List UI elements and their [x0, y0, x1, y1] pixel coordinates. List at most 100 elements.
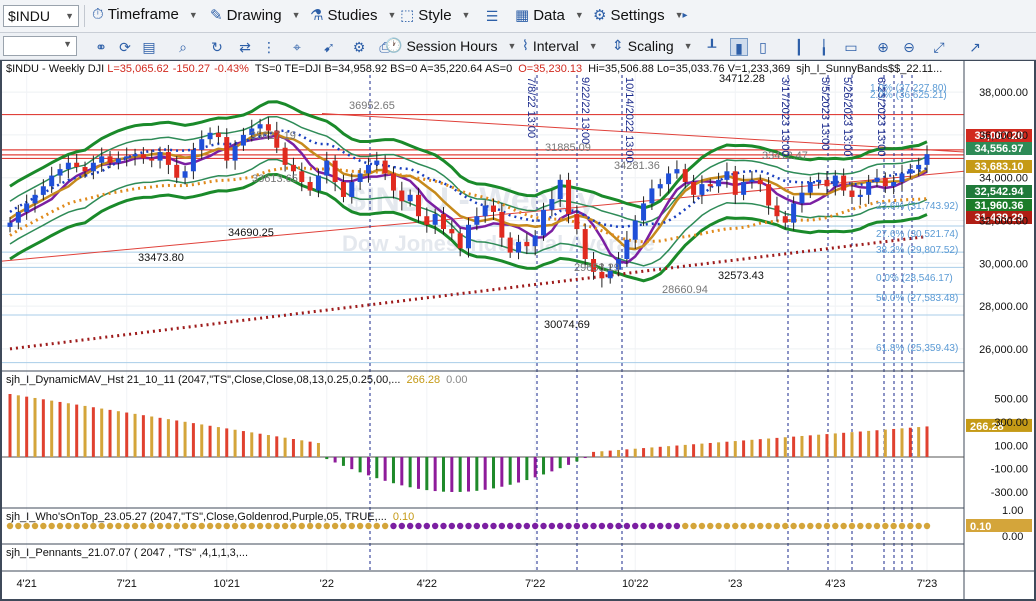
settings-small-icon[interactable]: ⚙ [352, 39, 366, 55]
wot-dot [748, 522, 756, 530]
wot-dot [640, 522, 647, 530]
wot-dot [557, 522, 564, 530]
data-menu[interactable]: ▦ Data ▼ [515, 6, 584, 25]
candle-body [332, 160, 338, 182]
timeframe-menu[interactable]: ⏱ Timeframe ▼ [92, 6, 198, 23]
candle-body [115, 158, 121, 163]
studies-menu[interactable]: ⚗ Studies ▼ [310, 6, 397, 25]
style-menu[interactable]: ⬚ Style ▼ [400, 6, 470, 25]
wot-dot [782, 522, 789, 530]
candle-body [857, 194, 863, 197]
refresh-icon[interactable]: ↻ [211, 39, 223, 55]
chart-window: $INDU - Weekly DJI L=35,065.62 -150.27 -0.… [0, 60, 1036, 601]
price-badge-text: 34,556.97 [975, 143, 1024, 155]
secondary-toolbar: ▼ ⚭ ⟳ ▤ ⌕ ↻ ⇄ ⋮ ⌖ ➹ ⚙ ⎙ 🕐 Session Hours … [0, 33, 1036, 60]
ohlc-bar-icon[interactable]: ┸ [707, 39, 717, 55]
histogram-bar [892, 428, 896, 457]
options-icon[interactable]: ⋮ [262, 39, 276, 55]
price-tick: 32,000.00 [979, 216, 1028, 228]
wot-dot [506, 522, 514, 530]
zoom-out-icon[interactable]: ⊖ [903, 39, 915, 55]
wot-dot [223, 522, 230, 530]
grid-icon[interactable]: ▤ [142, 39, 156, 55]
cycle-icon[interactable]: ⟳ [119, 39, 131, 55]
layout-icon[interactable]: ☰ [485, 8, 499, 24]
wot-dot [231, 522, 239, 530]
wot-dot [765, 522, 772, 530]
price-badge-text: 31,960.36 [975, 200, 1024, 212]
price-badge-text: 32,542.94 [975, 186, 1025, 198]
histogram-bar [708, 442, 712, 457]
candle-body [507, 237, 513, 253]
histogram-bar [50, 400, 54, 457]
candle-body [415, 194, 421, 217]
symbol-input[interactable]: $INDU ▼ [3, 5, 79, 27]
wot-tick: 1.00 [1002, 505, 1023, 517]
trendline [321, 113, 965, 153]
print-icon[interactable]: ⎙ [379, 39, 391, 55]
style-icon: ⬚ [400, 7, 415, 24]
hollow-candle-icon[interactable]: ▯ [759, 39, 767, 55]
candle-body [432, 214, 438, 225]
sync-icon[interactable]: ⇄ [239, 39, 251, 55]
fit-icon[interactable]: ⤢ [933, 39, 945, 55]
candle-body [140, 154, 146, 159]
candle-body [182, 171, 188, 178]
candle-body [190, 149, 196, 172]
histogram-bar [408, 457, 412, 488]
wot-badge [966, 519, 1032, 532]
time-tick: 4'21 [16, 578, 36, 590]
histogram-bar [658, 446, 662, 457]
fib-label: 61.8% (25,359.43) [876, 343, 958, 354]
histogram-bar [233, 429, 237, 457]
candle-body [257, 124, 263, 129]
candle-body [24, 203, 30, 212]
histogram-bar [33, 397, 37, 457]
histogram-bar [842, 432, 846, 457]
drawing-menu[interactable]: ✎ Drawing ▼ [210, 6, 301, 25]
histogram-bar [458, 457, 462, 492]
cursor-icon[interactable]: ➹ [323, 39, 335, 55]
settings-label: Settings [610, 6, 665, 24]
chart-canvas[interactable]: $INDU - Weekly DJI L=35,065.62 -150.27 -0.… [1, 61, 1034, 601]
session-hours-menu[interactable]: 🕐 Session Hours ▼ [385, 37, 516, 54]
interval-menu[interactable]: ⌇ Interval ▼ [522, 37, 598, 54]
line-chart-icon[interactable]: ╽ [819, 39, 829, 55]
chevron-down-icon: ▼ [507, 40, 517, 51]
area-chart-icon[interactable]: ▭ [844, 39, 858, 55]
zoom-in-icon[interactable]: ⊕ [877, 39, 889, 55]
wot-dot [590, 522, 597, 530]
candle-body [816, 179, 822, 182]
histogram-bar [383, 457, 387, 481]
wot-dot [365, 522, 372, 530]
crosshair-icon[interactable]: ⌖ [293, 39, 301, 55]
bar-chart-icon[interactable]: ┃ [794, 39, 804, 55]
histogram-bar [350, 457, 354, 470]
chevron-down-icon: ▼ [387, 10, 397, 20]
candle-body [215, 132, 221, 138]
candle-body [174, 164, 180, 178]
trend-icon[interactable]: ↗ [969, 39, 981, 55]
link-icon[interactable]: ⚭ [95, 39, 107, 55]
chart-header: $INDU - Weekly DJI L=35,065.62 -150.27 -0.… [6, 63, 942, 75]
settings-menu[interactable]: ⚙ Settings ▼ [593, 6, 684, 25]
candle-body [874, 177, 880, 182]
overflow-icon[interactable]: ▸ [682, 10, 688, 21]
scaling-menu[interactable]: ⇕ Scaling ▼ [612, 37, 693, 54]
fib-label: 38.2% (29,807.52) [876, 245, 958, 256]
candlestick-icon[interactable]: ▮ [730, 38, 748, 56]
price-badge-text: 31,439.29 [975, 212, 1024, 224]
wot-dot [823, 522, 831, 530]
histogram-bar [858, 431, 862, 457]
wot-dot [815, 522, 822, 530]
candle-body [666, 173, 672, 185]
candle-body [641, 203, 647, 221]
zoom-icon[interactable]: ⌕ [179, 39, 187, 55]
candle-body [916, 164, 922, 170]
wot-dot [773, 522, 781, 530]
fib-label: 23.6% (31,743.92) [876, 201, 958, 212]
histogram-bar [300, 440, 304, 457]
watchlist-select[interactable]: ▼ [3, 36, 77, 56]
candle-body [15, 211, 21, 223]
price-annotation: 33613.65 [252, 173, 298, 185]
